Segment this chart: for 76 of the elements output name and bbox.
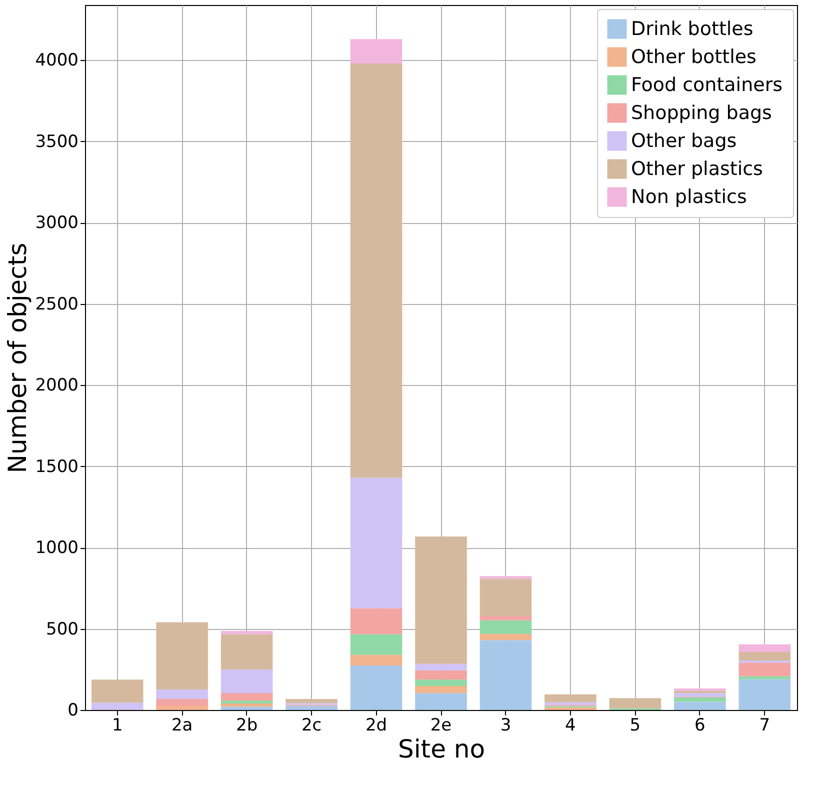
y-tick-label: 2000 bbox=[35, 376, 78, 396]
bar bbox=[91, 702, 144, 710]
bar bbox=[674, 697, 726, 702]
bar bbox=[738, 679, 791, 710]
bar bbox=[91, 680, 144, 703]
y-tick-label: 1500 bbox=[35, 456, 78, 477]
bar bbox=[544, 702, 596, 706]
bar bbox=[480, 576, 532, 579]
bar bbox=[350, 654, 402, 666]
y-tick-label: 2500 bbox=[35, 294, 78, 314]
bar bbox=[286, 698, 338, 704]
bar bbox=[415, 680, 467, 686]
bar bbox=[738, 660, 791, 663]
x-tick-label: 2b bbox=[236, 716, 258, 736]
bar bbox=[220, 631, 273, 634]
bar bbox=[738, 644, 791, 652]
x-tick-label: 2d bbox=[365, 716, 388, 736]
x-axis-title: Site no bbox=[398, 734, 486, 764]
y-axis-title: Number of objects bbox=[3, 242, 32, 474]
bar bbox=[544, 694, 596, 702]
bar bbox=[156, 622, 208, 690]
legend-label: Drink bottles bbox=[631, 18, 754, 40]
legend-label: Other plastics bbox=[631, 158, 763, 180]
legend-label: Other bags bbox=[631, 130, 737, 152]
x-tick-label: 3 bbox=[500, 716, 512, 736]
y-tick-label: 1000 bbox=[35, 538, 78, 558]
bar bbox=[415, 686, 467, 694]
x-tick-label: 7 bbox=[759, 716, 770, 736]
x-tick-label: 6 bbox=[694, 716, 706, 736]
bar bbox=[674, 702, 726, 710]
legend-label: Other bottles bbox=[631, 46, 756, 68]
bar bbox=[544, 707, 596, 710]
bar bbox=[480, 616, 532, 620]
bar bbox=[220, 700, 273, 704]
bar bbox=[220, 704, 273, 707]
bar bbox=[156, 706, 208, 710]
bar bbox=[415, 536, 467, 664]
bar bbox=[738, 676, 791, 680]
bar bbox=[350, 634, 402, 655]
y-tick-label: 3500 bbox=[35, 132, 78, 152]
bar bbox=[350, 478, 402, 608]
bar bbox=[480, 640, 532, 710]
bar bbox=[415, 693, 467, 710]
bar bbox=[674, 693, 726, 697]
x-tick-label: 1 bbox=[112, 716, 123, 736]
bar bbox=[415, 670, 467, 680]
bar bbox=[480, 620, 532, 634]
bar bbox=[738, 662, 791, 676]
bar bbox=[220, 706, 273, 710]
bar bbox=[609, 698, 662, 708]
legend-label: Non plastics bbox=[631, 186, 747, 208]
x-tick-label: 2a bbox=[171, 716, 193, 736]
bar bbox=[350, 665, 402, 710]
bar bbox=[220, 670, 273, 693]
bar bbox=[220, 634, 273, 670]
bar bbox=[738, 652, 791, 660]
x-tick-label: 2c bbox=[301, 716, 322, 736]
bar bbox=[480, 634, 532, 640]
bar bbox=[286, 706, 338, 710]
x-tick-label: 4 bbox=[565, 716, 576, 736]
bar bbox=[350, 39, 402, 64]
bar bbox=[156, 690, 208, 699]
x-tick-label: 5 bbox=[630, 716, 641, 736]
legend-label: Food containers bbox=[631, 74, 783, 96]
bar bbox=[350, 608, 402, 634]
bar bbox=[220, 692, 273, 701]
bar bbox=[156, 698, 208, 706]
bar bbox=[350, 63, 402, 478]
legend-label: Shopping bags bbox=[631, 102, 772, 124]
bar bbox=[480, 578, 532, 616]
y-tick-label: 3000 bbox=[35, 213, 78, 234]
x-tick-label: 2e bbox=[430, 716, 452, 736]
y-tick-label: 500 bbox=[46, 619, 78, 640]
y-tick-label: 0 bbox=[68, 700, 78, 720]
bar bbox=[415, 664, 467, 670]
y-tick-label: 4000 bbox=[35, 50, 78, 71]
